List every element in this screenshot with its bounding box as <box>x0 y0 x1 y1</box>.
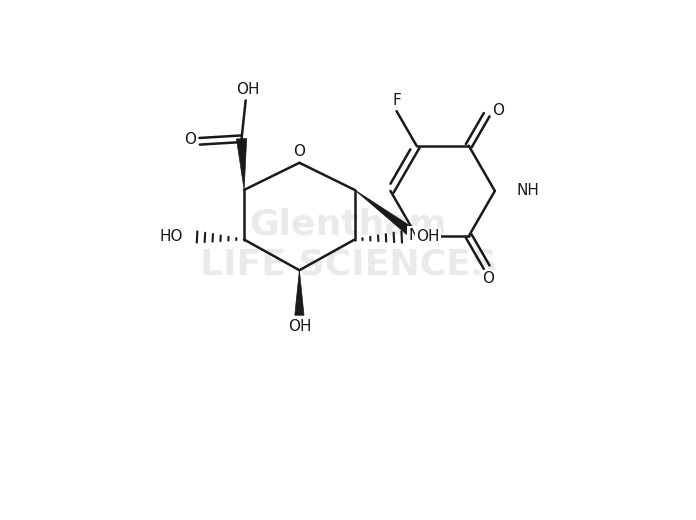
Text: O: O <box>492 103 504 118</box>
Text: OH: OH <box>237 82 260 97</box>
Polygon shape <box>237 138 246 190</box>
Text: O: O <box>482 271 493 286</box>
Text: F: F <box>393 94 401 109</box>
Text: O: O <box>184 132 196 147</box>
Polygon shape <box>355 190 420 240</box>
Text: OH: OH <box>287 319 311 334</box>
Text: N: N <box>409 228 420 243</box>
Text: NH: NH <box>516 184 539 199</box>
Text: O: O <box>294 144 306 159</box>
Text: HO: HO <box>159 229 183 244</box>
Text: OH: OH <box>416 229 440 244</box>
Polygon shape <box>295 270 304 315</box>
Text: Glentham
LIFE SCIENCES: Glentham LIFE SCIENCES <box>200 208 496 281</box>
